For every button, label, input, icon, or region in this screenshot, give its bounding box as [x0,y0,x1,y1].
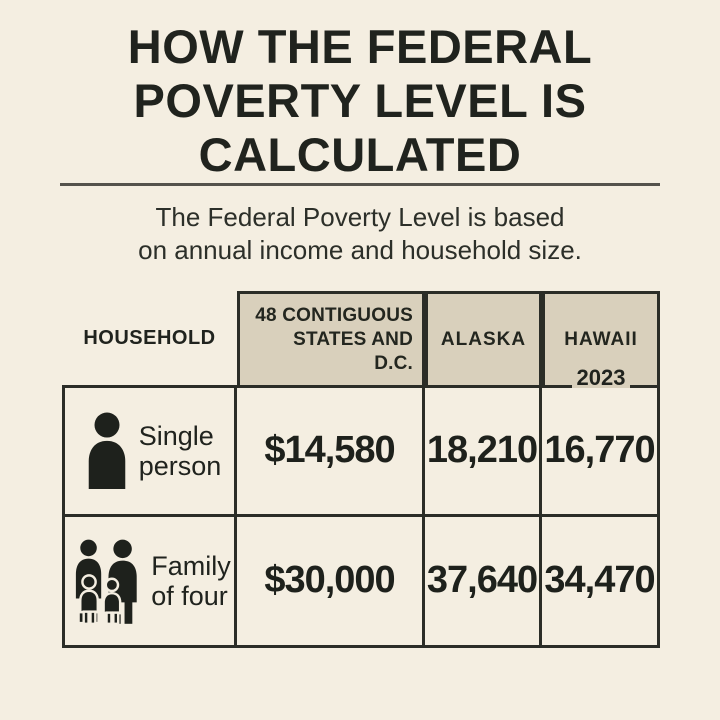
divider-line [60,183,660,186]
table-cell: 34,470 [542,517,657,646]
title-line-1: HOW THE FEDERAL [127,20,593,73]
value-single-hawaii: 16,770 [544,429,655,472]
column-header-household: HOUSEHOLD [83,326,216,349]
subtitle-line-1: The Federal Poverty Level is based [155,202,565,232]
column-header-48-contiguous-states: 48 CONTIGUOUS STATES AND D.C. [237,291,425,385]
value-single-48states: $14,580 [264,429,395,472]
poverty-level-table: Single person $14,580 18,210 16,770 [62,385,660,648]
subtitle-line-2: on annual income and household size. [138,235,582,265]
household-label: Single person [138,420,222,481]
table-cell: 18,210 [425,388,542,517]
table-row-family-of-four-header: Family of four [65,516,237,645]
value-family-48states: $30,000 [264,559,395,602]
single-person-icon [88,412,125,490]
year-text: 2023 [571,367,631,389]
table-cell: 37,640 [425,516,542,645]
household-label: Family of four [151,550,231,611]
year-dash-right [630,385,661,388]
value-family-hawaii: 34,470 [544,559,655,602]
table-row-single-person-header: Single person [65,388,237,517]
value-family-alaska: 37,640 [426,559,538,602]
page-title: HOW THE FEDERAL POVERTY LEVEL IS CALCULA… [0,20,720,182]
column-header-alaska: ALASKA [425,291,542,385]
table-cell: $14,580 [237,388,425,517]
value-single-alaska: 18,210 [426,429,538,472]
subtitle: The Federal Poverty Level is based on an… [0,201,720,267]
table-cell: 16,770 [542,388,657,517]
family-of-four-icon [76,539,137,624]
year-dash-left [542,385,572,388]
year-label: 2023 [542,367,661,389]
table-cell: $30,000 [237,516,425,645]
title-line-2: POVERTY LEVEL IS [133,74,587,127]
title-line-3: CALCULATED [198,128,522,181]
